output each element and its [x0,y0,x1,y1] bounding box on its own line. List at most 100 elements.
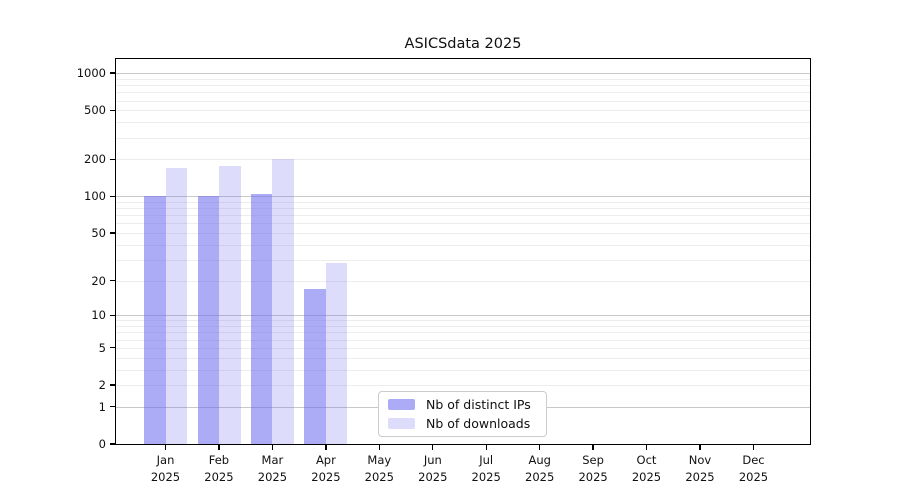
gridline-3 [116,369,810,371]
y-tick-label-1: 1 [98,399,106,414]
x-label-month: Dec [742,453,765,467]
y-tick-mark-20 [110,279,115,282]
gridline-6 [116,339,810,341]
x-label-year: 2025 [364,470,394,484]
gridline-500 [116,110,810,112]
gridline-200 [116,159,810,161]
gridline-20 [116,280,810,282]
gridline-2 [116,385,810,386]
bar-nb-of-distinct-ips-jan [144,196,166,444]
bar-nb-of-downloads-jan [165,167,187,444]
gridline-900 [116,78,810,80]
x-tick-mark-jun [432,445,434,450]
y-tick-label-10: 10 [91,308,106,323]
y-tick-mark-200 [110,158,115,160]
y-tick-label-5: 5 [98,340,106,355]
x-tick-label-sep: Sep 2025 [561,452,625,486]
x-tick-label-jul: Jul 2025 [454,452,518,486]
y-tick-label-0: 0 [98,437,106,451]
x-tick-label-may: May 2025 [347,452,411,486]
bar-nb-of-downloads-apr [325,263,348,444]
x-tick-mark-feb [218,445,220,450]
y-tick-mark-50 [110,232,115,234]
gridline-80 [116,208,810,210]
bar-nb-of-distinct-ips-feb [197,196,219,444]
x-tick-label-feb: Feb 2025 [187,452,251,486]
gridline-800 [116,85,810,86]
legend-swatch-distinct-ips [388,399,415,410]
plot-area [116,59,810,444]
x-label-year: 2025 [257,470,288,484]
y-tick-mark-1 [110,406,115,408]
legend-label-distinct-ips: Nb of distinct IPs [426,397,531,412]
x-label-year: 2025 [525,470,555,484]
legend: Nb of distinct IPs Nb of downloads [378,391,547,437]
legend-label-downloads: Nb of downloads [426,416,531,431]
y-tick-label-500: 500 [84,103,106,118]
x-label-year: 2025 [418,470,448,484]
x-tick-label-mar: Mar 2025 [240,452,304,486]
y-tick-mark-500 [110,109,115,111]
y-tick-mark-5 [110,347,115,349]
x-tick-label-jun: Jun 2025 [401,452,465,486]
x-label-month: Jan [156,453,175,467]
bar-nb-of-downloads-feb [219,166,241,444]
x-label-year: 2025 [471,470,501,484]
x-tick-label-jan: Jan 2025 [134,452,198,486]
x-label-month: Sep [582,453,604,467]
x-label-year: 2025 [311,470,341,484]
x-tick-mark-jul [485,445,487,450]
y-tick-mark-10 [110,314,115,316]
x-tick-mark-sep [592,445,594,450]
legend-item-downloads: Nb of downloads [388,416,537,431]
gridline-60 [116,223,810,225]
gridline-5 [116,347,810,349]
x-tick-mark-dec [752,445,755,450]
bar-nb-of-distinct-ips-apr [304,288,326,444]
gridline-400 [116,122,810,124]
y-tick-label-100: 100 [84,189,106,204]
gridline-7 [116,332,810,334]
x-tick-mark-mar [271,445,274,450]
gridline-300 [116,137,810,139]
y-tick-label-20: 20 [91,273,106,288]
x-label-month: Aug [528,453,551,467]
gridline-30 [116,259,810,261]
x-label-month: Oct [636,453,657,467]
x-tick-label-dec: Dec 2025 [722,452,786,486]
gridline-4 [116,357,810,359]
gridline-90 [116,201,810,203]
gridline-100 [116,196,810,198]
y-tick-mark-2 [110,384,115,386]
y-tick-mark-1000 [110,72,115,74]
x-tick-label-nov: Nov 2025 [668,452,732,486]
x-label-year: 2025 [738,470,769,484]
x-label-month: Jun [423,453,442,467]
bar-nb-of-distinct-ips-mar [250,193,273,444]
gridline-8 [116,326,810,327]
chart-title: ASICSdata 2025 [404,36,522,52]
bar-nb-of-downloads-mar [272,159,294,444]
gridline-10 [116,315,810,317]
gridline-700 [116,92,810,94]
x-label-month: Nov [688,453,712,467]
x-tick-mark-jan [164,445,167,450]
x-label-month: Mar [261,453,284,467]
gridline-40 [116,244,810,246]
x-label-year: 2025 [150,470,181,484]
x-label-year: 2025 [631,470,662,484]
x-tick-label-oct: Oct 2025 [615,452,679,486]
gridline-1000 [116,73,810,75]
x-tick-mark-may [378,445,380,450]
x-label-month: Jul [479,453,494,467]
x-tick-mark-aug [539,445,541,450]
x-label-year: 2025 [685,470,715,484]
x-label-month: May [367,453,392,467]
y-tick-label-50: 50 [91,225,106,240]
y-tick-mark-100 [110,195,115,197]
y-tick-label-2: 2 [98,378,106,392]
y-tick-label-1000: 1000 [76,66,106,81]
x-label-year: 2025 [578,470,608,484]
gridline-9 [116,320,810,322]
